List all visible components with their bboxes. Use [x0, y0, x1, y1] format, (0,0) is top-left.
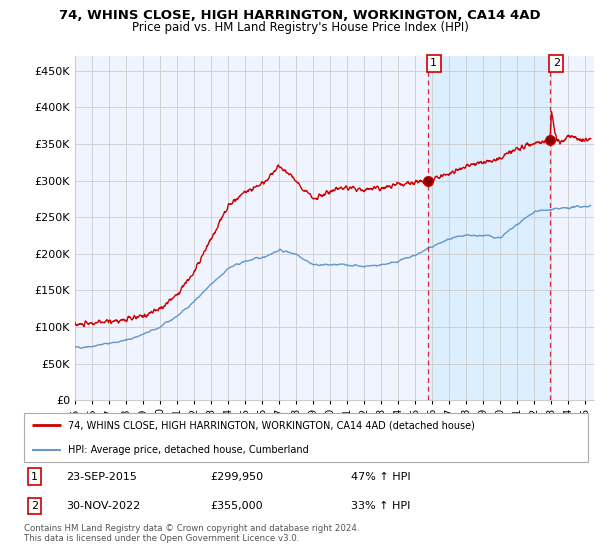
Text: Price paid vs. HM Land Registry's House Price Index (HPI): Price paid vs. HM Land Registry's House … — [131, 21, 469, 34]
Text: HPI: Average price, detached house, Cumberland: HPI: Average price, detached house, Cumb… — [68, 445, 309, 455]
Text: 74, WHINS CLOSE, HIGH HARRINGTON, WORKINGTON, CA14 4AD: 74, WHINS CLOSE, HIGH HARRINGTON, WORKIN… — [59, 9, 541, 22]
Text: 2: 2 — [31, 501, 38, 511]
Text: 1: 1 — [430, 58, 437, 68]
Text: 47% ↑ HPI: 47% ↑ HPI — [351, 472, 411, 482]
Text: £299,950: £299,950 — [210, 472, 263, 482]
Text: Contains HM Land Registry data © Crown copyright and database right 2024.
This d: Contains HM Land Registry data © Crown c… — [24, 524, 359, 543]
Text: 23-SEP-2015: 23-SEP-2015 — [66, 472, 137, 482]
Text: 33% ↑ HPI: 33% ↑ HPI — [351, 501, 410, 511]
Text: 30-NOV-2022: 30-NOV-2022 — [66, 501, 140, 511]
Bar — [428, 56, 550, 400]
Text: £355,000: £355,000 — [210, 501, 263, 511]
Text: 1: 1 — [31, 472, 38, 482]
Text: 2: 2 — [553, 58, 560, 68]
Text: 74, WHINS CLOSE, HIGH HARRINGTON, WORKINGTON, CA14 4AD (detached house): 74, WHINS CLOSE, HIGH HARRINGTON, WORKIN… — [68, 420, 475, 430]
